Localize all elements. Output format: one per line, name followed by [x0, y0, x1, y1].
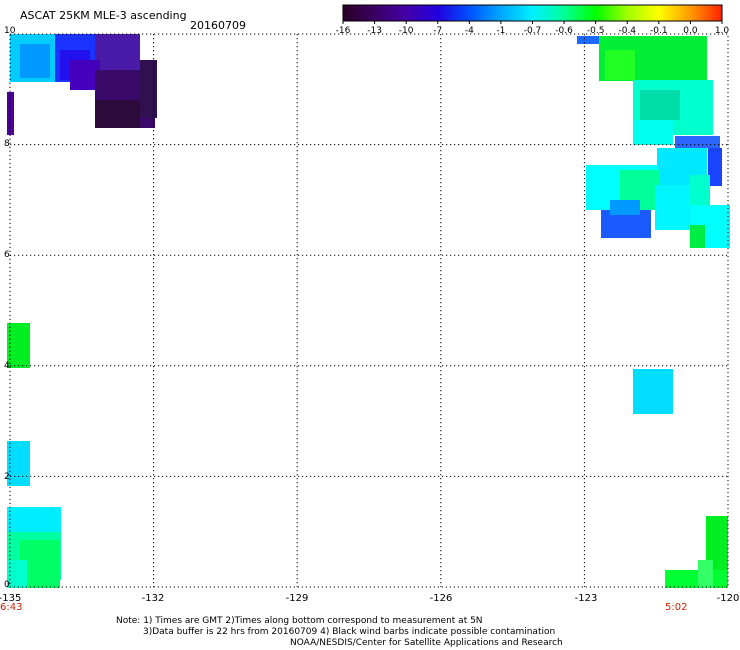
map-date: 20160709 — [190, 19, 246, 32]
colorbar-label: -0.7 — [523, 26, 542, 36]
data-cell — [640, 90, 680, 120]
colorbar-label: -16 — [335, 26, 351, 36]
data-cell — [95, 100, 140, 128]
map-title: ASCAT 25KM MLE-3 ascending — [20, 9, 187, 22]
data-cell — [690, 225, 705, 248]
colorbar-ramp — [342, 4, 723, 22]
lat-label-6: 6 — [4, 250, 10, 260]
colorbar-label: -4 — [464, 26, 474, 36]
colorbar — [342, 4, 723, 24]
data-cell — [605, 50, 635, 80]
lon-label-132: -132 — [141, 593, 165, 604]
data-cell — [7, 92, 14, 135]
data-cell — [7, 441, 30, 486]
lat-label-2: 2 — [4, 472, 10, 482]
data-cell — [675, 136, 720, 148]
lat-label-8: 8 — [4, 139, 10, 149]
colorbar-label: -7 — [433, 26, 443, 36]
colorbar-label: 0.0 — [683, 26, 698, 36]
data-cell — [7, 560, 27, 588]
note-line-1: Note: 1) Times are GMT 2)Times along bot… — [116, 616, 483, 626]
data-swaths — [7, 34, 730, 588]
data-cell — [577, 36, 599, 44]
colorbar-label: -0.1 — [650, 26, 668, 36]
colorbar-label: -1 — [496, 26, 506, 36]
time-left: 6:43 — [0, 602, 23, 613]
note-line-2: 3)Data buffer is 22 hrs from 20160709 4)… — [143, 627, 556, 637]
lat-label-4: 4 — [4, 361, 10, 371]
data-cell — [20, 44, 50, 78]
colorbar-label: -13 — [367, 26, 382, 36]
data-cell — [698, 560, 713, 588]
colorbar-label: -10 — [398, 26, 414, 36]
data-cell — [708, 148, 722, 186]
colorbar-label: -0.6 — [555, 26, 573, 36]
data-cell — [633, 120, 673, 145]
time-right: 5:02 — [665, 602, 688, 613]
note-line-3: NOAA/NESDIS/Center for Satellite Applica… — [290, 638, 563, 648]
lat-label-10: 10 — [4, 26, 16, 36]
data-cell — [633, 369, 673, 414]
lat-label-0: 0 — [4, 580, 10, 590]
colorbar-label: 1.0 — [714, 26, 730, 36]
colorbar-label: -0.4 — [618, 26, 637, 36]
lon-label-120: -120 — [716, 593, 740, 604]
colorbar-label: -0.5 — [586, 26, 605, 36]
data-cell — [7, 323, 30, 368]
lon-label-123: -123 — [574, 593, 598, 604]
lon-label-126: -126 — [429, 593, 453, 604]
graticule — [9, 33, 729, 588]
data-cell — [610, 200, 640, 215]
lon-label-135: -135 — [0, 593, 22, 604]
data-cell — [140, 60, 157, 118]
lon-label-129: -129 — [285, 593, 309, 604]
data-cell — [665, 570, 728, 588]
